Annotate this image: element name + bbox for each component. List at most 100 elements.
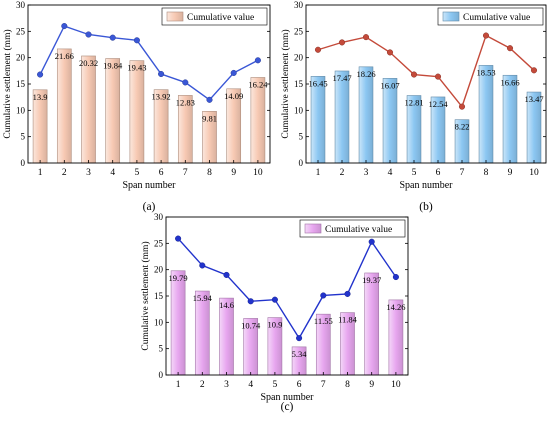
panel-label: (c) [281, 401, 294, 413]
line-point [314, 46, 322, 53]
trend-line [39, 25, 259, 101]
x-tick-label: 1 [176, 380, 181, 390]
bar [310, 76, 326, 164]
y-tick-label: 30 [294, 0, 304, 10]
y-tick-label: 5 [299, 132, 304, 142]
legend-swatch [304, 223, 322, 234]
line-point [230, 69, 237, 76]
y-tick-label: 20 [16, 53, 26, 63]
line-point [368, 238, 375, 245]
bar [129, 60, 145, 164]
x-axis-title: Span number [122, 180, 176, 191]
data-label: 14.6 [219, 300, 234, 310]
x-tick-label: 1 [316, 168, 321, 178]
line-point [199, 262, 206, 269]
legend-box [437, 7, 544, 26]
x-tick-label: 6 [297, 380, 302, 390]
y-tick-label: 10 [154, 317, 164, 327]
data-label: 19.79 [169, 273, 188, 283]
x-tick-label: 3 [364, 168, 369, 178]
legend-label: Cumulative value [325, 225, 392, 235]
y-tick-label: 15 [16, 79, 26, 89]
chart-panel-2: 16.45 17.47 18.26 16.07 12.81 12.54 8.22 18.53 1… [280, 0, 547, 213]
x-axis-title: Span number [399, 180, 453, 191]
x-axis-title: Span number [260, 392, 314, 403]
legend-box [161, 7, 268, 26]
bar [81, 55, 96, 164]
x-tick-label: 2 [200, 380, 205, 390]
x-tick-label: 3 [224, 380, 229, 390]
x-tick-label: 9 [508, 168, 513, 178]
x-tick-label: 4 [248, 380, 253, 390]
y-tick-label: 15 [154, 291, 164, 301]
data-label: 12.54 [428, 99, 448, 109]
data-label: 16.24 [248, 79, 268, 89]
legend-label: Cumulative value [463, 13, 530, 23]
y-tick-label: 25 [154, 238, 164, 248]
line-point [61, 23, 68, 30]
data-label: 14.26 [386, 302, 405, 312]
data-label: 19.84 [103, 61, 123, 71]
data-label: 14.09 [224, 91, 243, 101]
line-point [362, 34, 370, 41]
x-tick-label: 9 [369, 380, 374, 390]
line-point [320, 292, 327, 299]
line-point [338, 39, 346, 46]
x-tick-label: 8 [207, 168, 212, 178]
data-label: 18.26 [356, 69, 375, 79]
bar [250, 77, 266, 164]
y-tick-label: 25 [16, 26, 26, 36]
bar [56, 48, 72, 164]
data-label: 19.37 [362, 275, 381, 285]
data-label: 12.83 [176, 97, 195, 107]
data-label: 15.94 [193, 293, 213, 303]
y-tick-label: 30 [16, 0, 26, 10]
data-label: 10.74 [241, 320, 261, 330]
data-label: 17.47 [332, 73, 351, 83]
line-point [37, 71, 44, 78]
data-label: 19.43 [127, 63, 146, 73]
line-point [410, 71, 418, 78]
x-tick-label: 7 [460, 168, 465, 178]
bar [105, 58, 121, 164]
line-point [158, 70, 165, 78]
y-tick-label: 20 [294, 53, 304, 63]
y-tick-label: 10 [16, 105, 26, 115]
y-axis-title: Cumulative settlement (mm) [280, 29, 291, 138]
line-point [458, 103, 466, 110]
x-tick-label: 6 [159, 168, 164, 178]
trend-line [177, 238, 397, 340]
data-label: 10.9 [267, 320, 282, 330]
data-label: 21.66 [55, 51, 74, 61]
bar [478, 65, 494, 164]
chart-panel-3: 19.79 15.94 14.6 10.74 10.9 5.34 11.55 11.84 19.… [140, 212, 409, 413]
legend: Cumulative value [299, 219, 406, 238]
data-label: 16.07 [380, 80, 399, 90]
x-tick-label: 2 [62, 168, 67, 178]
legend-swatch [166, 11, 184, 22]
line-point [223, 271, 230, 278]
x-tick-label: 10 [391, 380, 401, 390]
line-point [247, 298, 254, 305]
panel-label: (b) [419, 201, 433, 213]
line-point [271, 296, 278, 303]
line-point [109, 34, 116, 41]
x-tick-label: 8 [345, 380, 350, 390]
legend-label: Cumulative value [187, 13, 254, 23]
data-label: 5.34 [292, 349, 308, 359]
line-point [344, 290, 351, 297]
x-tick-label: 5 [135, 168, 140, 178]
line-point [254, 57, 261, 64]
x-tick-label: 2 [340, 168, 345, 178]
bar [358, 66, 374, 164]
legend: Cumulative value [161, 7, 268, 26]
legend-box [299, 219, 406, 238]
line-point [296, 335, 303, 342]
x-tick-label: 8 [484, 168, 489, 178]
x-tick-label: 5 [412, 168, 417, 178]
trend-line [317, 34, 535, 109]
x-tick-label: 9 [231, 168, 236, 178]
y-axis-title: Cumulative settlement (mm) [2, 29, 13, 138]
y-tick-label: 15 [294, 79, 304, 89]
